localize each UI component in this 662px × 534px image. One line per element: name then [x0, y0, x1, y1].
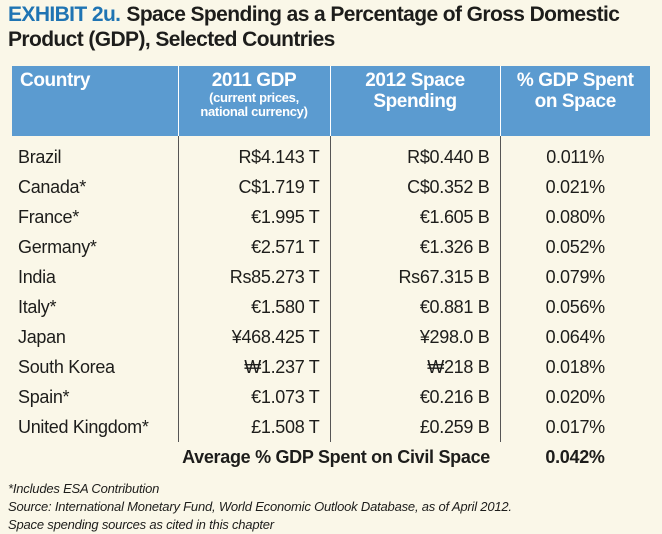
column-header: Country [12, 66, 178, 136]
cell: ₩218 B [329, 352, 500, 382]
table-row: Germany* €2.571 T €1.326 B 0.052% [12, 232, 650, 262]
cell: €0.216 B [329, 382, 500, 412]
cell: 0.064% [499, 322, 650, 352]
column-label: Country [20, 70, 91, 91]
cell: €1.073 T [177, 382, 330, 412]
cell: £1.508 T [177, 412, 330, 442]
cell: Rs67.315 B [329, 262, 500, 292]
cell: Italy* [18, 296, 57, 317]
cell: 0.018% [499, 352, 650, 382]
cell: 0.080% [499, 202, 650, 232]
table-row: United Kingdom* £1.508 T £0.259 B 0.017% [12, 412, 650, 442]
cell: Japan [18, 326, 66, 347]
cell: 0.017% [499, 412, 650, 442]
cell: Spain* [18, 386, 70, 407]
cell: 0.052% [499, 232, 650, 262]
cell: 0.011% [499, 136, 650, 172]
summary-row: Average % GDP Spent on Civil Space 0.042% [12, 442, 650, 472]
cell: ₩1.237 T [177, 352, 330, 382]
cell: United Kingdom* [18, 416, 149, 437]
cell: Canada* [18, 176, 86, 197]
cell: €1.995 T [177, 202, 330, 232]
cell: Germany* [18, 236, 97, 257]
cell: €2.571 T [177, 232, 330, 262]
table-row: Canada* C$1.719 T C$0.352 B 0.021% [12, 172, 650, 202]
column-note: (current prices, national currency) [200, 90, 308, 119]
exhibit-title: Space Spending as a Percentage of Gross … [8, 3, 620, 51]
table-row: Italy* €1.580 T €0.881 B 0.056% [12, 292, 650, 322]
table-row: France* €1.995 T €1.605 B 0.080% [12, 202, 650, 232]
cell: 0.021% [499, 172, 650, 202]
table: Country 2011 GDP (current prices, national… [12, 66, 650, 472]
cell: R$4.143 T [177, 136, 330, 172]
column-label: 2012 Space Spending [365, 70, 465, 112]
cell: R$0.440 B [329, 136, 500, 172]
cell: ¥298.0 B [329, 322, 500, 352]
summary-value: 0.042% [545, 446, 605, 467]
header-row: Country 2011 GDP (current prices, national… [12, 66, 650, 136]
table-row: India Rs85.273 T Rs67.315 B 0.079% [12, 262, 650, 292]
exhibit-label: EXHIBIT 2u. [8, 3, 121, 26]
cell: 0.079% [499, 262, 650, 292]
column-header: 2011 GDP (current prices, national curren… [177, 66, 330, 136]
table-row: South Korea ₩1.237 T ₩218 B 0.018% [12, 352, 650, 382]
cell: France* [18, 206, 79, 227]
cell: €1.580 T [177, 292, 330, 322]
column-label: % GDP Spent on Space [516, 70, 634, 112]
cell: ¥468.425 T [177, 322, 330, 352]
cell: £0.259 B [329, 412, 500, 442]
cell: 0.020% [499, 382, 650, 412]
column-header: 2012 Space Spending [329, 66, 500, 136]
cell: €1.605 B [329, 202, 500, 232]
table-body: Brazil R$4.143 T R$0.440 B 0.011% Canada* C$1… [12, 136, 650, 472]
column-header: % GDP Spent on Space [499, 66, 650, 136]
footnotes: *Includes ESA Contribution Source: Intern… [8, 480, 512, 534]
cell: Brazil [18, 146, 62, 167]
title: EXHIBIT 2u. Space Spending as a Percentag… [8, 2, 658, 52]
cell: €1.326 B [329, 232, 500, 262]
footnote: *Includes ESA Contribution [8, 481, 160, 496]
cell: India [18, 266, 56, 287]
cell: 0.056% [499, 292, 650, 322]
footnote: Space spending sources as cited in this … [8, 517, 274, 532]
cell: €0.881 B [329, 292, 500, 322]
cell: C$1.719 T [177, 172, 330, 202]
cell: C$0.352 B [329, 172, 500, 202]
table-row: Japan ¥468.425 T ¥298.0 B 0.064% [12, 322, 650, 352]
footnote: Source: International Monetary Fund, Wor… [8, 499, 512, 514]
table-row: Spain* €1.073 T €0.216 B 0.020% [12, 382, 650, 412]
table-row: Brazil R$4.143 T R$0.440 B 0.011% [12, 136, 650, 172]
cell: Rs85.273 T [177, 262, 330, 292]
cell: South Korea [18, 356, 115, 377]
column-label: 2011 GDP [211, 70, 297, 91]
summary-label: Average % GDP Spent on Civil Space [182, 446, 490, 467]
